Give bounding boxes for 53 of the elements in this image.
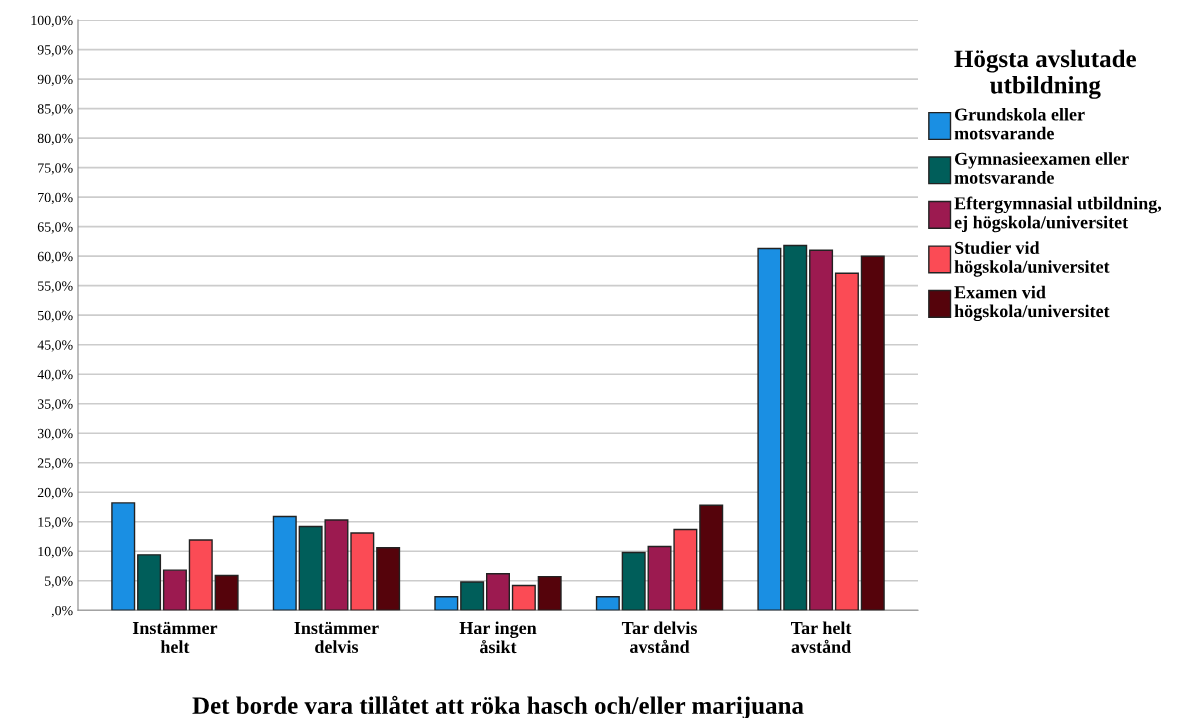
bar [111, 502, 136, 611]
bar [511, 584, 536, 611]
bar [757, 247, 782, 611]
bar [783, 244, 808, 611]
y-tick-label: 50,0% [38, 310, 73, 323]
y-tick-label: 55,0% [38, 281, 73, 293]
bar [162, 569, 187, 611]
bar [434, 596, 459, 611]
y-tick-label: 75,0% [38, 163, 73, 175]
y-tick-label: 20,0% [37, 487, 73, 500]
y-tick-label: ,0% [51, 605, 73, 618]
y-tick-label: 40,0% [37, 369, 73, 382]
bar [860, 255, 885, 611]
bar [376, 547, 401, 611]
bar [188, 539, 213, 611]
bar [595, 596, 620, 611]
y-tick-label: 85,0% [37, 104, 73, 116]
legend-label: Eftergymnasial utbildning, ej högskola/universitet [954, 196, 1162, 233]
legend-label: Grundskola eller motsvarande [954, 107, 1085, 140]
x-tick-label: Tar delvis avstånd [621, 621, 697, 653]
y-tick-label: 100,0% [31, 15, 73, 28]
y-tick-label: 25,0% [37, 458, 73, 470]
y-tick-label: 70,0% [38, 192, 73, 205]
bar [137, 554, 162, 611]
bar [485, 573, 511, 611]
bar [350, 532, 375, 611]
bar [621, 551, 646, 611]
y-tick-label: 80,0% [37, 133, 73, 146]
bar [460, 581, 485, 611]
y-tick-label: 15,0% [38, 517, 73, 529]
legend-label: Studier vid högskola/universitet [954, 241, 1110, 277]
bar [809, 249, 834, 611]
bar [699, 504, 724, 611]
x-tick-label: Instämmer helt [132, 621, 218, 653]
y-tick-label: 90,0% [37, 74, 73, 87]
y-tick-label: 10,0% [38, 546, 73, 559]
y-tick-label: 45,0% [37, 340, 73, 352]
x-tick-label: Har ingen åsikt [459, 621, 537, 654]
y-tick-label: 60,0% [37, 251, 73, 264]
legend-title: Högsta avslutade utbildning [954, 49, 1136, 99]
x-tick-label: Instämmer delvis [294, 621, 379, 653]
y-tick-label: 5,0% [45, 576, 73, 588]
x-tick-label: Tar helt avstånd [791, 621, 852, 653]
legend-label: Examen vid högskola/universitet [954, 285, 1110, 322]
bar [272, 515, 297, 611]
bar [834, 272, 859, 611]
y-tick-label: 95,0% [37, 45, 73, 57]
y-tick-label: 35,0% [37, 399, 73, 411]
y-tick-label: 30,0% [37, 428, 73, 441]
bar [537, 575, 562, 611]
legend-label: Gymnasieexamen eller motsvarande [954, 152, 1129, 184]
bar [214, 574, 239, 611]
y-tick-label: 65,0% [37, 222, 73, 234]
